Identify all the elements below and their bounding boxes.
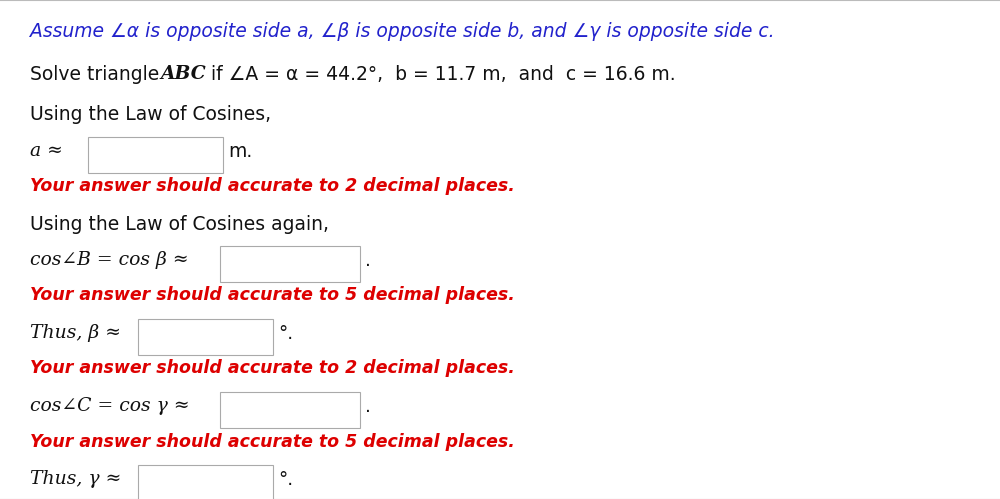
- Text: .: .: [365, 397, 371, 416]
- Text: Thus, β ≈: Thus, β ≈: [30, 324, 121, 342]
- Text: .: .: [365, 251, 371, 270]
- FancyBboxPatch shape: [138, 319, 273, 355]
- FancyBboxPatch shape: [220, 392, 360, 428]
- Text: Thus, γ ≈: Thus, γ ≈: [30, 470, 121, 488]
- Text: °.: °.: [278, 324, 293, 343]
- Text: cos∠C = cos γ ≈: cos∠C = cos γ ≈: [30, 397, 190, 415]
- Text: Your answer should accurate to 2 decimal places.: Your answer should accurate to 2 decimal…: [30, 359, 515, 377]
- FancyBboxPatch shape: [220, 246, 360, 282]
- FancyBboxPatch shape: [138, 465, 273, 499]
- Text: °.: °.: [278, 470, 293, 489]
- FancyBboxPatch shape: [88, 137, 223, 173]
- Text: Solve triangle: Solve triangle: [30, 65, 165, 84]
- Text: a ≈: a ≈: [30, 142, 63, 160]
- Text: Using the Law of Cosines,: Using the Law of Cosines,: [30, 105, 271, 124]
- Text: Assume ∠α is opposite side a, ∠β is opposite side b, and ∠γ is opposite side c.: Assume ∠α is opposite side a, ∠β is oppo…: [30, 22, 775, 41]
- Text: Your answer should accurate to 5 decimal places.: Your answer should accurate to 5 decimal…: [30, 433, 515, 451]
- Text: ABC: ABC: [160, 65, 206, 83]
- Text: Your answer should accurate to 5 decimal places.: Your answer should accurate to 5 decimal…: [30, 286, 515, 304]
- Text: Your answer should accurate to 2 decimal places.: Your answer should accurate to 2 decimal…: [30, 177, 515, 195]
- Text: if ∠A = α = 44.2°,  b = 11.7 m,  and  c = 16.6 m.: if ∠A = α = 44.2°, b = 11.7 m, and c = 1…: [205, 65, 676, 84]
- Text: Using the Law of Cosines again,: Using the Law of Cosines again,: [30, 215, 329, 234]
- Text: cos∠B = cos β ≈: cos∠B = cos β ≈: [30, 251, 189, 269]
- Text: m.: m.: [228, 142, 252, 161]
